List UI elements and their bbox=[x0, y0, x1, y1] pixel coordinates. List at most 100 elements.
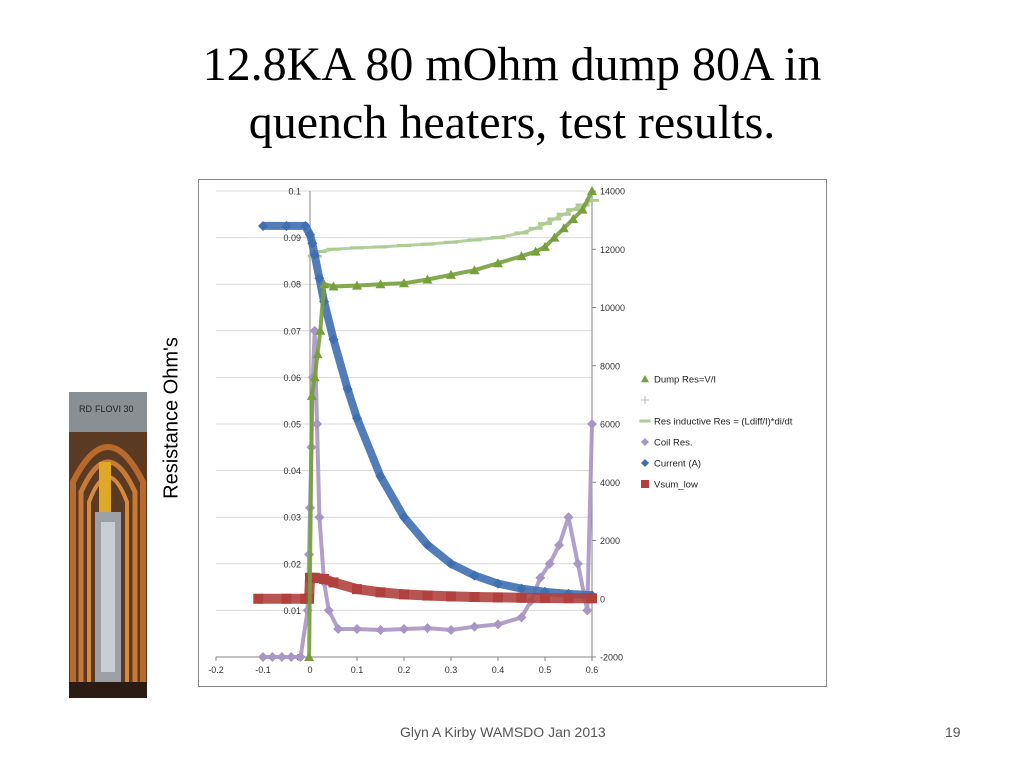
data-point bbox=[314, 512, 325, 523]
title-line-2: quench heaters, test results. bbox=[248, 96, 776, 149]
x-tick-label: -0.2 bbox=[208, 665, 224, 675]
series-line bbox=[307, 190, 594, 658]
data-point bbox=[281, 220, 292, 231]
data-point bbox=[422, 590, 433, 601]
x-tick-label: 0.4 bbox=[492, 665, 505, 675]
data-point bbox=[300, 220, 311, 231]
data-point bbox=[373, 245, 388, 249]
data-point bbox=[295, 652, 306, 662]
data-point bbox=[469, 570, 480, 581]
data-point bbox=[375, 471, 386, 482]
data-point bbox=[281, 593, 292, 604]
y-right-tick-label: 14000 bbox=[600, 187, 625, 197]
series-dump-res-v-i bbox=[304, 186, 597, 661]
data-point bbox=[514, 231, 529, 235]
legend-label: Coil Res. bbox=[654, 438, 693, 449]
data-point bbox=[535, 572, 546, 583]
data-point bbox=[528, 226, 543, 230]
legend-label: Vsum_low bbox=[654, 480, 698, 491]
data-point bbox=[312, 250, 327, 254]
y-left-tick-label: 0.07 bbox=[283, 326, 301, 336]
data-point bbox=[323, 605, 334, 616]
y-left-tick-label: 0.02 bbox=[283, 559, 301, 569]
data-point bbox=[493, 592, 503, 603]
data-point bbox=[554, 540, 565, 551]
y-left-tick-label: 0.01 bbox=[283, 606, 301, 616]
y-left-tick-label: 0.03 bbox=[283, 513, 301, 523]
y-right-tick-label: 6000 bbox=[600, 420, 620, 430]
data-point bbox=[556, 212, 571, 216]
data-point bbox=[276, 652, 287, 662]
data-point bbox=[582, 605, 593, 616]
data-point bbox=[577, 204, 588, 214]
legend-marker bbox=[641, 438, 649, 446]
data-point bbox=[540, 593, 550, 604]
data-point bbox=[286, 652, 297, 662]
data-point bbox=[563, 593, 574, 604]
data-point bbox=[333, 624, 344, 635]
data-point bbox=[258, 220, 268, 231]
data-point bbox=[352, 584, 362, 595]
data-point bbox=[493, 258, 503, 268]
x-tick-label: 0.2 bbox=[398, 665, 411, 675]
data-point bbox=[493, 619, 503, 630]
data-point bbox=[558, 223, 569, 233]
y-axis-label: Resistance Ohm's bbox=[160, 337, 183, 499]
legend-label: Current (A) bbox=[654, 459, 701, 470]
series-res-inductive-res-ldiff-i-di-dt bbox=[307, 198, 599, 258]
data-point bbox=[572, 558, 583, 569]
y-right-tick-label: 10000 bbox=[600, 303, 625, 313]
y-left-tick-label: 0.1 bbox=[288, 187, 301, 197]
data-point bbox=[315, 325, 326, 335]
photo-text: FLOVI 30 bbox=[95, 404, 134, 414]
data-point bbox=[399, 589, 409, 600]
data-point bbox=[319, 279, 330, 289]
data-point bbox=[309, 372, 320, 382]
legend-marker bbox=[641, 459, 649, 467]
data-point bbox=[312, 419, 323, 429]
data-point bbox=[491, 236, 505, 240]
data-point bbox=[350, 246, 364, 250]
data-point bbox=[253, 593, 264, 604]
data-point bbox=[444, 240, 458, 244]
data-point bbox=[304, 652, 315, 661]
resistance-current-chart: 0 0.01 0.02 0.03 0.04 0.05 0.06 0.07 0.08 0.09 0.1… bbox=[198, 179, 827, 687]
y-right-tick-label: -2000 bbox=[600, 653, 623, 663]
legend-marker bbox=[641, 396, 649, 404]
x-tick-label: 0 bbox=[307, 665, 312, 675]
data-point bbox=[342, 384, 353, 395]
legend-entry: Dump Res=V/I bbox=[641, 375, 716, 386]
data-point bbox=[493, 578, 503, 589]
legend-entry: Coil Res. bbox=[641, 438, 693, 449]
data-point bbox=[469, 621, 480, 632]
data-point bbox=[422, 623, 433, 634]
data-point bbox=[469, 265, 480, 275]
data-point bbox=[352, 624, 362, 635]
data-point bbox=[397, 244, 411, 248]
data-point bbox=[422, 539, 433, 550]
y-left-tick-label: 0.09 bbox=[283, 233, 301, 243]
data-point bbox=[328, 281, 339, 291]
x-tick-label: -0.1 bbox=[255, 665, 271, 675]
data-point bbox=[399, 624, 409, 635]
slide-title: 12.8KA 80 mOhm dump 80A in quench heater… bbox=[0, 36, 1024, 152]
legend-marker bbox=[641, 375, 649, 383]
data-point bbox=[467, 238, 482, 242]
magnet-coil-photo: RD FLOVI 30 bbox=[69, 392, 147, 698]
photo-label: RD bbox=[79, 404, 92, 414]
data-point bbox=[328, 334, 339, 345]
data-point bbox=[446, 558, 456, 569]
data-point bbox=[399, 512, 409, 523]
data-point bbox=[530, 246, 541, 256]
data-point bbox=[375, 587, 386, 598]
data-point bbox=[587, 186, 597, 195]
y-right-tick-label: 12000 bbox=[600, 245, 625, 255]
data-point bbox=[352, 280, 362, 290]
data-point bbox=[516, 612, 527, 623]
legend-label: Dump Res=V/I bbox=[654, 375, 716, 386]
data-point bbox=[307, 238, 318, 249]
y-left-tick-label: 0.04 bbox=[283, 466, 301, 476]
y-right-tick-label: 4000 bbox=[600, 478, 620, 488]
y-right-tick-label: 2000 bbox=[600, 536, 620, 546]
data-point bbox=[446, 624, 456, 635]
